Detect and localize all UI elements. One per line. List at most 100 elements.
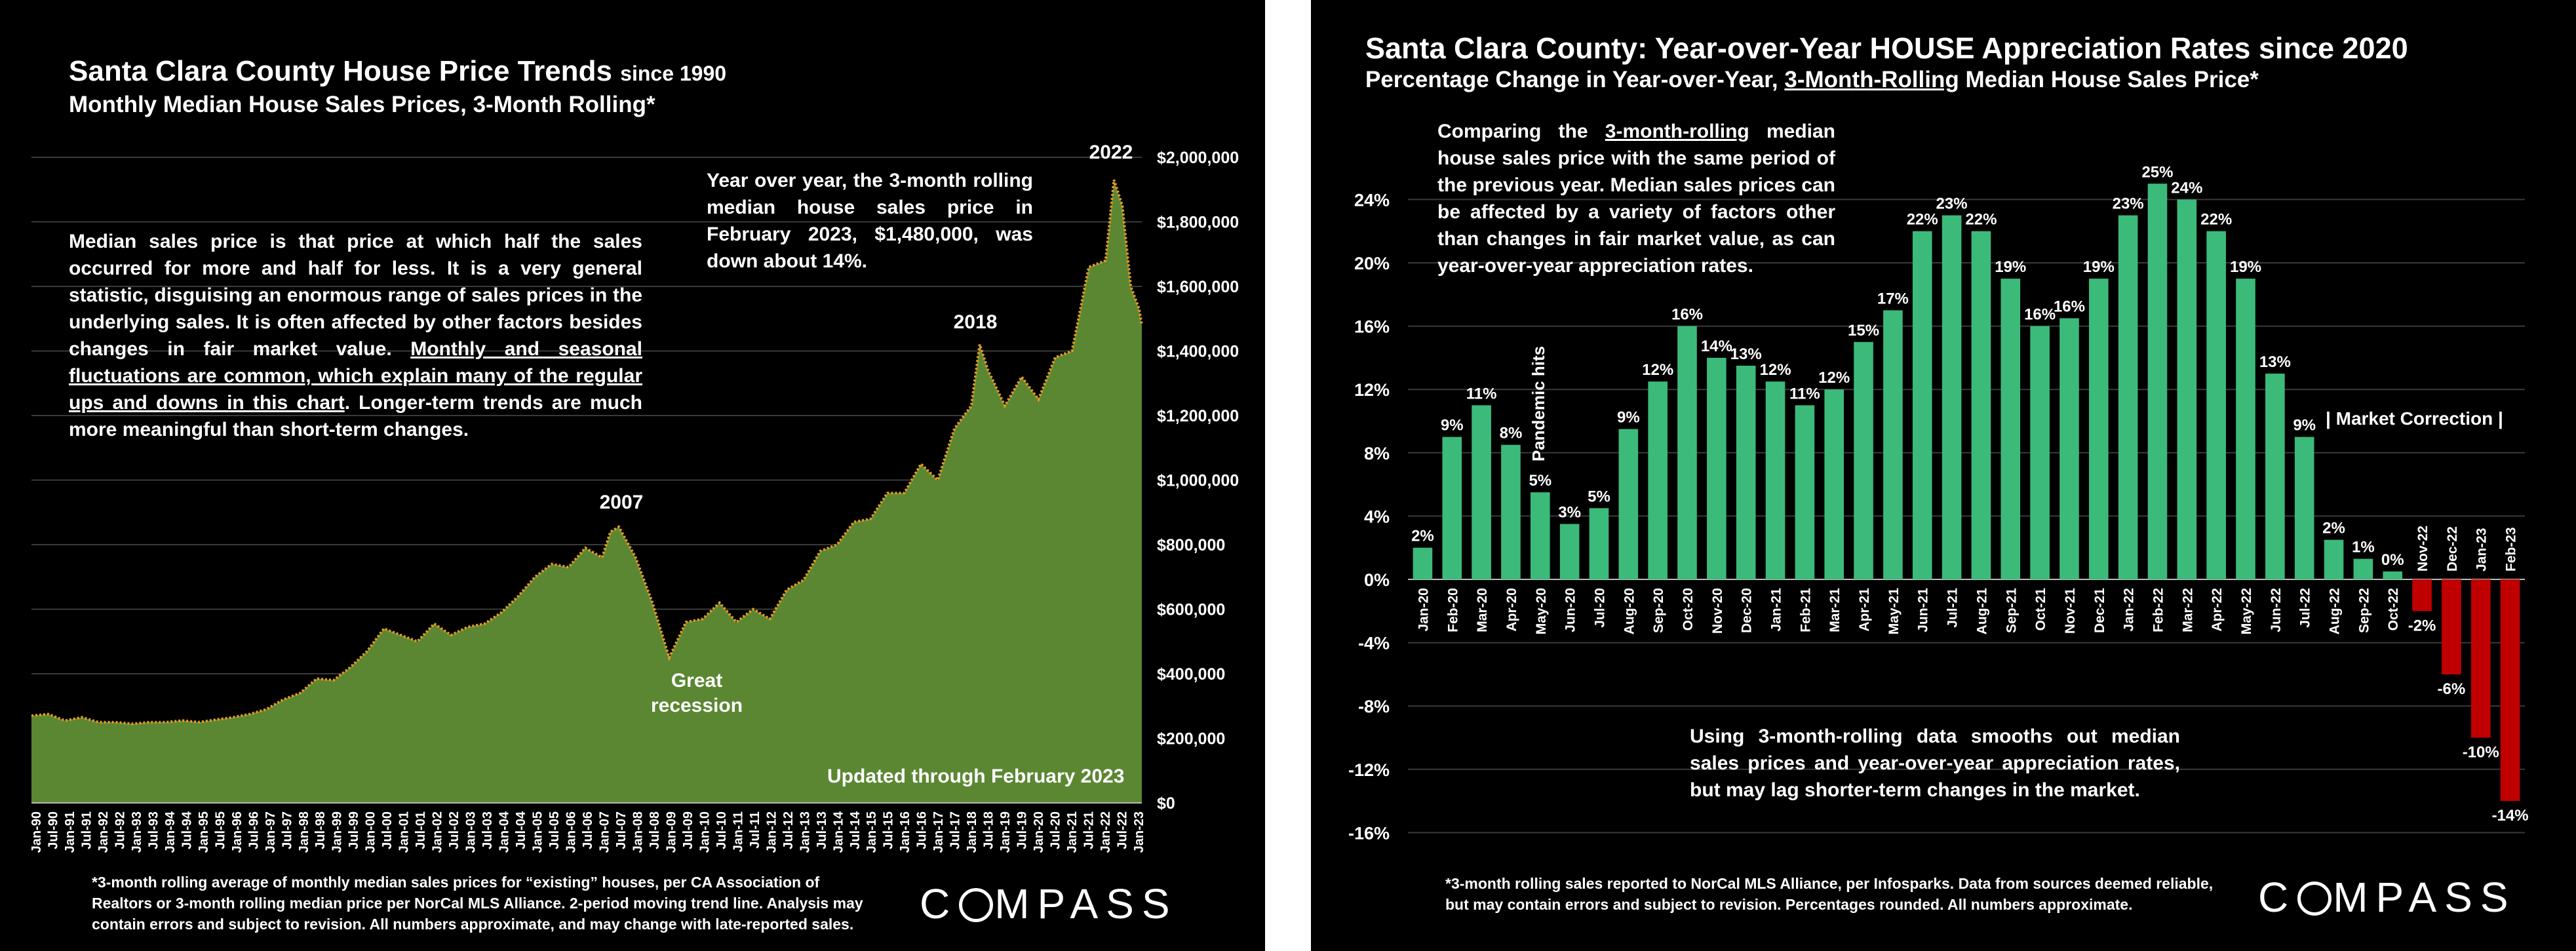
pandemic-annotation: Pandemic hits: [1529, 346, 1548, 461]
data-label: 14%: [1701, 338, 1732, 355]
left-title-main: Santa Clara County House Price Trends: [69, 55, 612, 87]
data-label: -10%: [2463, 744, 2499, 762]
y-tick-label: -16%: [1348, 823, 1390, 843]
x-tick-label: Jul-15: [882, 811, 896, 849]
left-slide: Santa Clara County House Price Trends si…: [0, 0, 1265, 951]
bar: [1618, 429, 1639, 579]
x-tick-label: Jul-11: [748, 811, 762, 849]
bar: [2383, 571, 2403, 579]
data-label: 8%: [1500, 425, 1523, 442]
compass-logo: C MPASS: [920, 880, 1178, 927]
x-tick-label: Jul-93: [146, 811, 161, 849]
data-label: 3%: [1558, 503, 1581, 521]
x-tick-label: Jul-22: [2298, 588, 2313, 628]
left-footer: *3-month rolling average of monthly medi…: [92, 874, 863, 933]
y-tick-label: -4%: [1358, 634, 1390, 653]
x-tick-label: Jan-09: [664, 811, 678, 853]
y-tick-label: -12%: [1348, 760, 1390, 780]
bar: [2265, 374, 2285, 579]
x-tick-label: Jul-08: [648, 811, 662, 849]
x-tick-label: Jul-04: [514, 811, 528, 849]
bar: [1442, 437, 1462, 579]
x-tick-label: Nov-22: [2415, 526, 2430, 572]
data-label: 9%: [1441, 417, 1464, 435]
data-label: 19%: [2083, 258, 2115, 276]
x-tick-label: Jul-02: [447, 811, 461, 849]
x-tick-label: Feb-22: [2151, 588, 2166, 632]
data-label: 19%: [2230, 258, 2261, 276]
x-tick-label: Jan-18: [965, 811, 979, 853]
data-label: 16%: [2054, 298, 2085, 316]
x-tick-label: Jul-94: [180, 811, 194, 849]
y-tick-label: $1,400,000: [1157, 343, 1239, 361]
seasonal-fluctuation-note: Monthly and seasonal fluctuations are co…: [69, 338, 642, 414]
data-label: -14%: [2492, 807, 2529, 825]
data-label: 12%: [1818, 369, 1850, 387]
bar: [1912, 231, 1932, 579]
x-tick-label: Jul-95: [213, 811, 227, 849]
bar: [2324, 539, 2344, 579]
x-tick-label: Jan-12: [764, 811, 779, 853]
x-tick-label: Jan-00: [364, 811, 378, 853]
x-tick-label: Jan-21: [1769, 588, 1784, 632]
bar: [1971, 231, 1991, 579]
x-tick-label: Feb-23: [2504, 527, 2519, 572]
smoothing-note: Using 3-month-rolling data smooths out m…: [1690, 726, 2180, 801]
data-label: 25%: [2141, 163, 2173, 181]
x-tick-label: Jul-20: [1592, 588, 1607, 628]
data-label: 16%: [1671, 306, 1703, 324]
chart-annotation: Great: [671, 670, 722, 691]
data-label: 24%: [2171, 179, 2202, 197]
price-area: [31, 180, 1142, 804]
x-tick-label: Jan-23: [1132, 811, 1146, 853]
bar: [1883, 310, 1903, 579]
x-tick-label: Dec-22: [2445, 526, 2460, 572]
data-label: 13%: [2259, 353, 2291, 371]
x-tick-label: Apr-21: [1857, 588, 1872, 632]
x-tick-label: Jun-20: [1563, 588, 1578, 632]
data-label: 2%: [2322, 520, 2345, 537]
bar: [2500, 579, 2520, 802]
x-tick-label: Apr-22: [2210, 588, 2225, 632]
chart-annotation: 2007: [600, 492, 644, 513]
x-tick-label: Jul-92: [113, 811, 127, 849]
x-tick-label: Jan-06: [564, 811, 579, 853]
x-tick-label: Jul-06: [581, 811, 595, 849]
x-tick-label: Jul-01: [414, 811, 428, 849]
x-tick-label: Jul-18: [982, 811, 996, 849]
y-tick-label: $400,000: [1157, 665, 1225, 684]
x-tick-label: Jul-00: [380, 811, 395, 849]
x-tick-label: Apr-20: [1504, 588, 1519, 632]
x-tick-label: Jan-03: [464, 811, 478, 853]
bar: [2000, 279, 2021, 579]
x-tick-label: Nov-21: [2063, 588, 2078, 634]
y-tick-label: 8%: [1364, 444, 1390, 463]
data-label: 9%: [1617, 409, 1640, 427]
y-tick-label: 12%: [1354, 380, 1390, 400]
y-tick-label: $1,000,000: [1157, 472, 1239, 490]
x-tick-label: Sep-22: [2356, 588, 2371, 633]
x-tick-label: Jan-07: [597, 811, 612, 853]
data-label: 15%: [1848, 322, 1879, 340]
x-tick-label: Jan-17: [931, 811, 946, 853]
x-tick-label: Jun-21: [1916, 588, 1931, 632]
x-tick-label: Jan-97: [263, 811, 278, 853]
x-tick-label: Jan-92: [96, 811, 111, 853]
bar: [2470, 579, 2491, 738]
comparison-note: Comparing the 3-month-rolling median hou…: [1437, 121, 1835, 277]
data-label: 12%: [1642, 361, 1673, 379]
x-tick-label: Jul-09: [681, 811, 695, 849]
y-tick-label: 24%: [1354, 190, 1390, 210]
x-tick-label: Feb-20: [1445, 588, 1460, 632]
left-subtitle: Monthly Median House Sales Prices, 3-Mon…: [69, 92, 655, 117]
y-tick-label: $1,200,000: [1157, 407, 1239, 425]
x-tick-label: Jul-98: [313, 811, 328, 849]
x-tick-label: Oct-22: [2386, 588, 2401, 631]
x-tick-label: Jul-21: [1945, 588, 1961, 628]
data-label: 1%: [2352, 539, 2375, 556]
x-tick-label: Jul-20: [1049, 811, 1063, 849]
x-tick-label: Jan-93: [130, 811, 144, 853]
bar: [1559, 524, 1580, 579]
chart-annotation: 2022: [1089, 142, 1133, 163]
x-tick-label: Sep-21: [2004, 588, 2019, 633]
